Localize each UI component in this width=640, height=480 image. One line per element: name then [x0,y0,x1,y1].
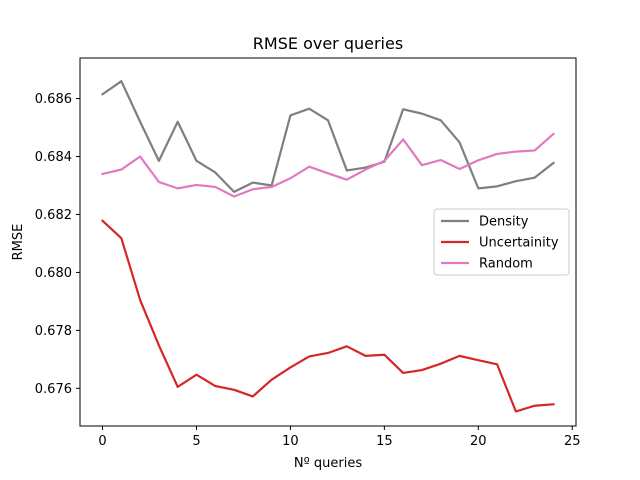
y-tick-label: 0.676 [35,382,72,397]
series-line-density [101,80,555,193]
x-tick-label: 10 [282,434,299,449]
x-tick-label: 5 [192,434,200,449]
y-tick-label: 0.686 [35,92,72,107]
x-tick-label: 15 [376,434,393,449]
series-line-uncertainity [100,219,555,413]
legend-label-random: Random [479,257,533,272]
y-axis-label: RMSE [11,224,26,261]
series-layer [100,80,556,413]
legend-label-uncertainity: Uncertainity [479,236,559,251]
y-tick-label: 0.680 [35,266,72,281]
chart-title: RMSE over queries [253,34,403,53]
y-axis: 0.676 0.678 0.680 0.682 0.684 0.686 [35,92,80,397]
y-tick-label: 0.684 [35,150,72,165]
plot-frame [79,57,577,427]
y-tick-label: 0.678 [35,324,72,339]
x-tick-label: 25 [564,434,581,449]
x-tick-label: 20 [470,434,487,449]
y-tick-label: 0.682 [35,208,72,223]
x-tick-label: 0 [98,434,106,449]
series-line-random [101,132,556,198]
x-axis-label: Nº queries [294,456,362,471]
legend-label-density: Density [479,215,529,230]
legend: Density Uncertainity Random [433,208,570,276]
x-axis: 0 5 10 15 20 25 [98,426,581,449]
legend-box [433,208,570,276]
